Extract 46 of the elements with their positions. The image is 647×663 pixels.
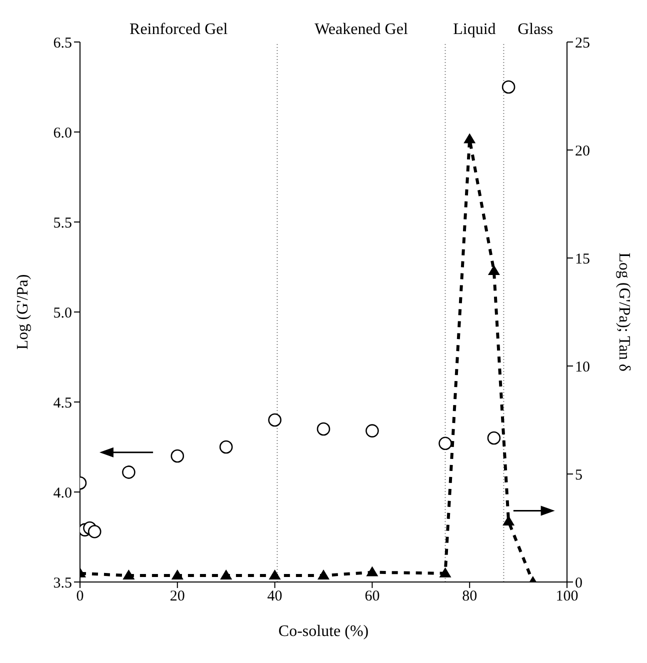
point [366,424,379,438]
point [318,570,330,580]
x-tick-label: 100 [556,588,578,605]
x-tick-label: 40 [267,588,282,605]
y2-tick-label: 5 [575,467,582,484]
y-tick-label: 3.5 [53,575,72,592]
point [464,133,476,144]
x-tick-label: 80 [462,588,478,605]
y2-tick-label: 25 [575,35,590,52]
y-tick-label: 4.0 [53,485,72,502]
point [438,436,452,450]
point [366,566,378,576]
x-tick-label: 60 [364,588,380,605]
y2-tick-label: 0 [575,575,582,592]
point [487,431,501,445]
y2-tick-label: 10 [575,359,590,376]
point [122,466,136,479]
y-axis-title: Log (G'/Pa) [14,274,32,350]
text: Weakened Gel [314,21,408,38]
x-tick-label: 0 [76,588,84,605]
x-tick-label: 20 [170,588,185,605]
y-tick-label: 4.5 [53,395,72,412]
point [220,570,232,580]
y-tick-label: 6.0 [53,125,72,142]
y2-axis-title: Log (G'/Pa); Tan δ [615,252,632,372]
point [171,570,184,580]
y-tick-label: 5.5 [53,215,72,232]
y2-tick-label: 15 [575,251,590,268]
x-axis-title: Co-solute (%) [278,623,369,640]
point [316,422,330,436]
point [502,516,515,526]
point [268,570,281,580]
y-tick-label: 6.5 [53,35,72,52]
text: Reinforced Gel [130,21,228,38]
text: Glass [518,21,554,38]
y-tick-label: 5.0 [53,305,72,322]
point [219,440,233,454]
point [268,413,282,427]
point [88,524,102,538]
point [170,449,184,463]
text: Liquid [453,21,496,38]
y2-tick-label: 20 [575,143,590,160]
point [502,80,516,94]
point [122,570,135,580]
point [439,567,452,578]
point [488,264,500,275]
